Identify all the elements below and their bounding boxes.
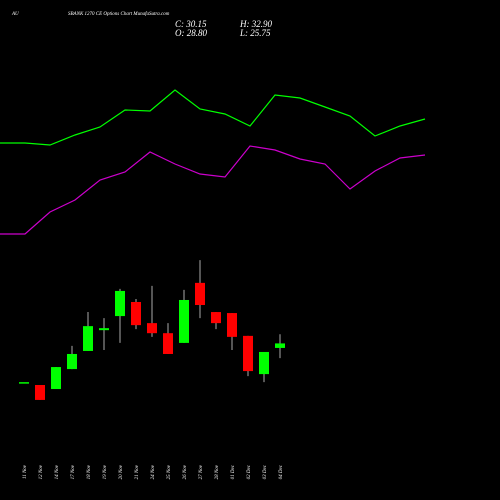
candle-body [19, 382, 29, 384]
x-tick-label: 04 Dec [279, 464, 284, 479]
candle-body [195, 282, 205, 306]
candle-body [259, 351, 269, 375]
candle-body [243, 335, 253, 372]
x-tick-label: 28 Nov [215, 464, 220, 479]
candle-body [67, 353, 77, 370]
candle-body [163, 333, 173, 354]
x-tick-label: 17 Nov [71, 464, 76, 479]
x-tick-label: 03 Dec [263, 464, 268, 479]
candle-body [211, 312, 221, 324]
candle-body [227, 313, 237, 337]
candle-body [275, 343, 285, 348]
candle-body [179, 299, 189, 343]
close-label: C: 30.15 [175, 19, 207, 29]
low-label: L: 25.75 [239, 28, 271, 38]
candle-body [115, 290, 125, 317]
x-tick-label: 12 Nov [39, 464, 44, 479]
candle-body [147, 323, 157, 334]
x-tick-label: 24 Nov [151, 464, 156, 479]
candle-body [131, 301, 141, 326]
x-tick-label: 20 Nov [119, 464, 124, 479]
x-tick-label: 14 Nov [55, 464, 60, 479]
indicator-line [0, 145, 426, 235]
x-tick-label: 27 Nov [199, 464, 204, 479]
candle-body [99, 328, 109, 331]
x-tick-label: 19 Nov [103, 464, 108, 479]
x-tick-label: 01 Dec [231, 464, 236, 479]
x-tick-label: 18 Nov [87, 464, 92, 479]
candle-body [83, 326, 93, 351]
x-tick-label: 26 Nov [183, 464, 188, 479]
x-tick-label: 11 Nov [23, 464, 28, 479]
candle-body [35, 385, 45, 400]
x-tick-label: 02 Dec [247, 464, 252, 479]
x-tick-label: 21 Nov [135, 464, 140, 479]
high-label: H: 32.90 [239, 19, 272, 29]
chart-title: SBANK 1270 CE Options Chart MunafaSutra.… [68, 12, 170, 17]
open-label: O: 28.80 [175, 28, 207, 38]
symbol: AU [11, 12, 19, 17]
candle-body [51, 367, 61, 390]
x-tick-label: 25 Nov [167, 464, 172, 479]
indicator-line [0, 89, 426, 146]
